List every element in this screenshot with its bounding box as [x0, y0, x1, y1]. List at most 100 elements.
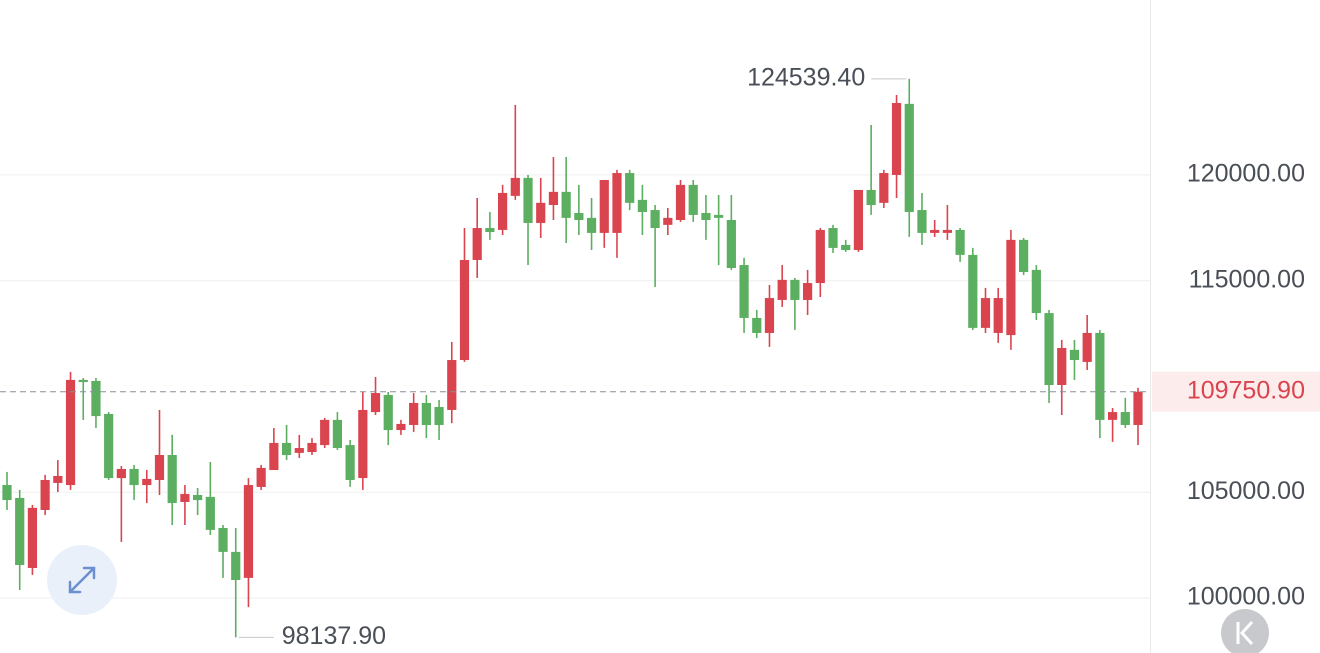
candle-body: [802, 283, 813, 300]
candle-body: [498, 192, 508, 230]
candle-body: [917, 210, 927, 233]
candle-body: [1044, 313, 1054, 385]
candle-body: [752, 317, 762, 333]
candle-body: [790, 279, 800, 300]
candle-body: [764, 298, 775, 333]
candle-body: [243, 485, 254, 578]
candle-body: [739, 265, 749, 318]
candle-body: [459, 259, 470, 361]
candle-body: [853, 189, 864, 251]
candle-body: [40, 479, 50, 511]
candle-body: [78, 379, 88, 383]
candle-body: [650, 210, 660, 229]
last-price-tag: [1152, 371, 1320, 412]
candle-body: [841, 244, 851, 251]
candle-body: [231, 551, 241, 581]
y-tick-label: 115000.00: [1189, 265, 1305, 293]
candle-body: [993, 298, 1003, 333]
candle-body: [104, 413, 114, 479]
candle-body: [116, 468, 126, 479]
candle-body: [599, 180, 609, 233]
candle-body: [663, 217, 673, 225]
candle-body: [1019, 239, 1029, 273]
candle-body: [180, 493, 190, 502]
candle-body: [561, 191, 571, 218]
candle-body: [891, 103, 902, 175]
candle-body: [548, 191, 559, 205]
candle-body: [345, 445, 355, 480]
candle-body: [701, 213, 711, 220]
candle-body: [129, 468, 139, 486]
candle-body: [396, 423, 406, 431]
candle-body: [15, 497, 25, 566]
candle-body: [675, 184, 686, 220]
candle-body: [942, 229, 952, 233]
candle-body: [447, 360, 457, 410]
kline-button[interactable]: [1221, 609, 1269, 653]
candle-body: [27, 507, 38, 568]
candle-body: [777, 279, 787, 300]
candle-body: [955, 229, 965, 255]
candle-body: [625, 173, 635, 203]
candle-body: [828, 228, 838, 248]
candle-body: [91, 380, 101, 417]
candle-body: [866, 189, 876, 205]
candle-body: [714, 214, 724, 218]
candle-body: [523, 177, 533, 223]
candle-body: [536, 202, 546, 223]
candle-body: [370, 393, 381, 413]
candle-body: [1006, 239, 1016, 336]
candle-body: [2, 485, 12, 501]
kline-icon[interactable]: [1236, 620, 1254, 646]
candle-body: [612, 173, 622, 233]
candle-body: [434, 406, 444, 425]
candle-body: [968, 254, 978, 328]
candle-body: [167, 455, 177, 504]
candle-body: [307, 442, 317, 453]
candle-body: [269, 442, 279, 471]
candle-body: [409, 402, 419, 425]
candle-body: [281, 442, 292, 456]
candle-body: [904, 103, 914, 212]
candle-body: [358, 409, 368, 479]
candle-body: [1057, 347, 1067, 385]
annotation-label: 124539.40: [747, 64, 865, 92]
candle-body: [637, 199, 647, 212]
candle-body: [1107, 412, 1118, 420]
candle-body: [586, 217, 597, 233]
candle-body: [980, 298, 991, 328]
candle-body: [815, 229, 825, 284]
candle-body: [154, 455, 165, 480]
y-tick-label: 120000.00: [1187, 160, 1305, 188]
last-price-label: 109750.90: [1187, 376, 1305, 404]
candle-body: [930, 229, 940, 233]
candle-body: [1069, 349, 1080, 361]
candle-body: [688, 184, 698, 215]
candle-body: [205, 496, 215, 530]
candle-body: [142, 478, 152, 486]
candle-body: [383, 394, 393, 431]
y-tick-label: 100000.00: [1187, 583, 1305, 611]
candle-body: [294, 448, 304, 453]
candle-body: [320, 419, 330, 446]
candle-body: [65, 379, 76, 486]
candle-body: [53, 475, 63, 483]
candle-body: [421, 402, 431, 425]
plot: 100000.00 105000.00 115000.00 120000.00 1245…: [0, 64, 1320, 650]
expand-icon[interactable]: [68, 566, 96, 594]
candle-body: [332, 419, 343, 449]
candle-body: [1031, 269, 1041, 314]
candle-body: [485, 228, 495, 233]
candle-body: [574, 213, 584, 220]
expand-button[interactable]: [47, 545, 117, 615]
candle-body: [218, 527, 228, 552]
candle-body: [193, 494, 203, 501]
candle-body: [1095, 332, 1105, 420]
candle-body: [1120, 412, 1130, 425]
candle-body: [510, 177, 520, 196]
y-tick-label: 105000.00: [1187, 477, 1305, 505]
candle-body: [1082, 332, 1092, 362]
annotation-label: 98137.90: [282, 622, 386, 650]
